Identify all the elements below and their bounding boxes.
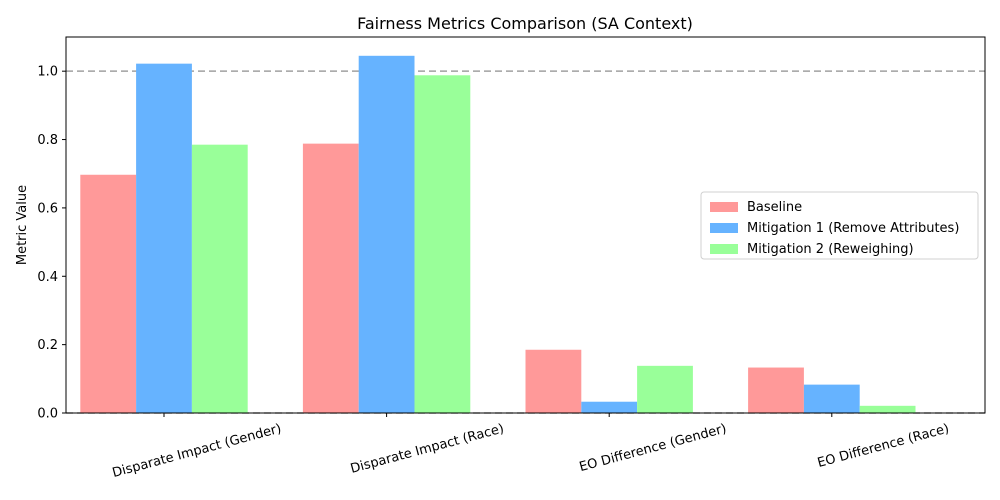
y-tick-label: 0.0 — [37, 407, 58, 422]
bars-group — [80, 55, 916, 414]
legend-swatch — [710, 223, 738, 233]
x-axis: Disparate Impact (Gender) Disparate Impac… — [111, 413, 951, 481]
plot-frame — [65, 36, 986, 414]
chart-title: Fairness Metrics Comparison (SA Context) — [357, 14, 693, 33]
legend-swatch — [710, 244, 738, 254]
bar — [136, 63, 192, 414]
legend-label: Baseline — [747, 200, 802, 215]
x-tick-label: EO Difference (Gender) — [578, 421, 728, 475]
bar — [637, 365, 693, 413]
bar — [302, 143, 359, 413]
bar — [80, 174, 137, 413]
y-axis: 0.0 0.2 0.4 0.6 0.8 1.0 — [37, 65, 66, 422]
x-tick-label: EO Difference (Race) — [816, 421, 951, 471]
legend-box — [700, 191, 979, 260]
y-tick-label: 0.8 — [37, 133, 58, 148]
bar — [748, 367, 804, 413]
x-tick-label: Disparate Impact (Gender) — [111, 421, 283, 481]
y-tick-label: 0.4 — [37, 270, 58, 285]
bar — [581, 401, 638, 413]
legend-swatch — [710, 202, 738, 212]
bar — [803, 384, 860, 413]
y-axis-label: Metric Value — [15, 185, 30, 265]
bar — [859, 405, 916, 413]
bar — [358, 55, 415, 414]
y-tick-label: 0.2 — [37, 338, 58, 353]
legend: Baseline Mitigation 1 (Remove Attributes)… — [700, 191, 979, 260]
y-tick-label: 0.6 — [37, 201, 58, 216]
legend-label: Mitigation 2 (Reweighing) — [747, 242, 914, 257]
bar — [414, 75, 471, 414]
bar — [525, 349, 582, 413]
x-tick-label: Disparate Impact (Race) — [349, 421, 506, 476]
bar — [191, 144, 248, 413]
y-tick-label: 1.0 — [37, 65, 58, 80]
legend-label: Mitigation 1 (Remove Attributes) — [747, 221, 959, 236]
